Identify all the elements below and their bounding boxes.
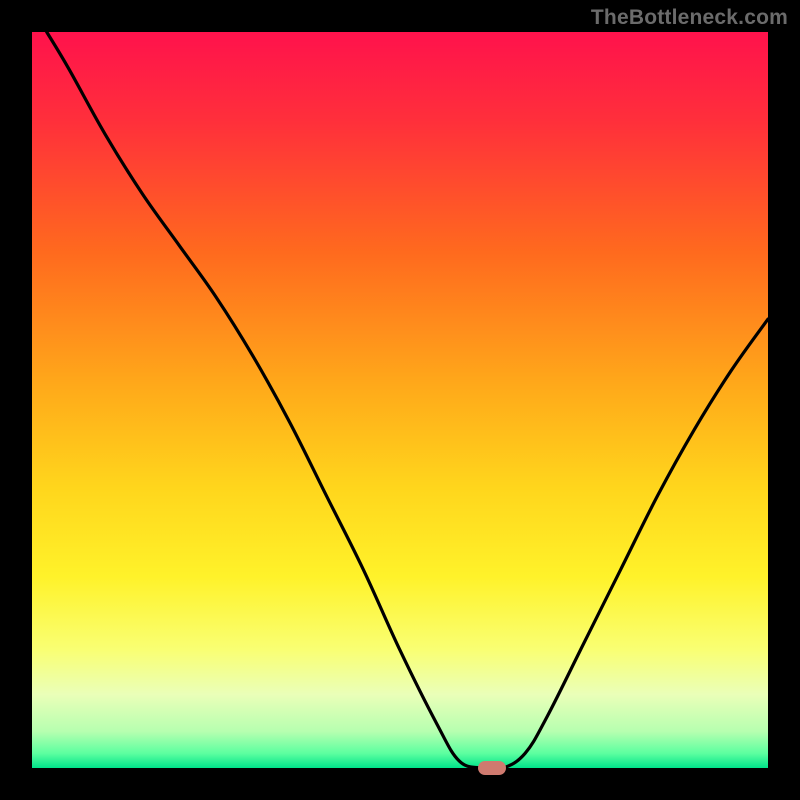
watermark-text: TheBottleneck.com — [591, 6, 788, 30]
bottleneck-curve — [32, 32, 768, 768]
chart-frame: TheBottleneck.com — [0, 0, 800, 800]
optimal-marker — [478, 761, 506, 775]
